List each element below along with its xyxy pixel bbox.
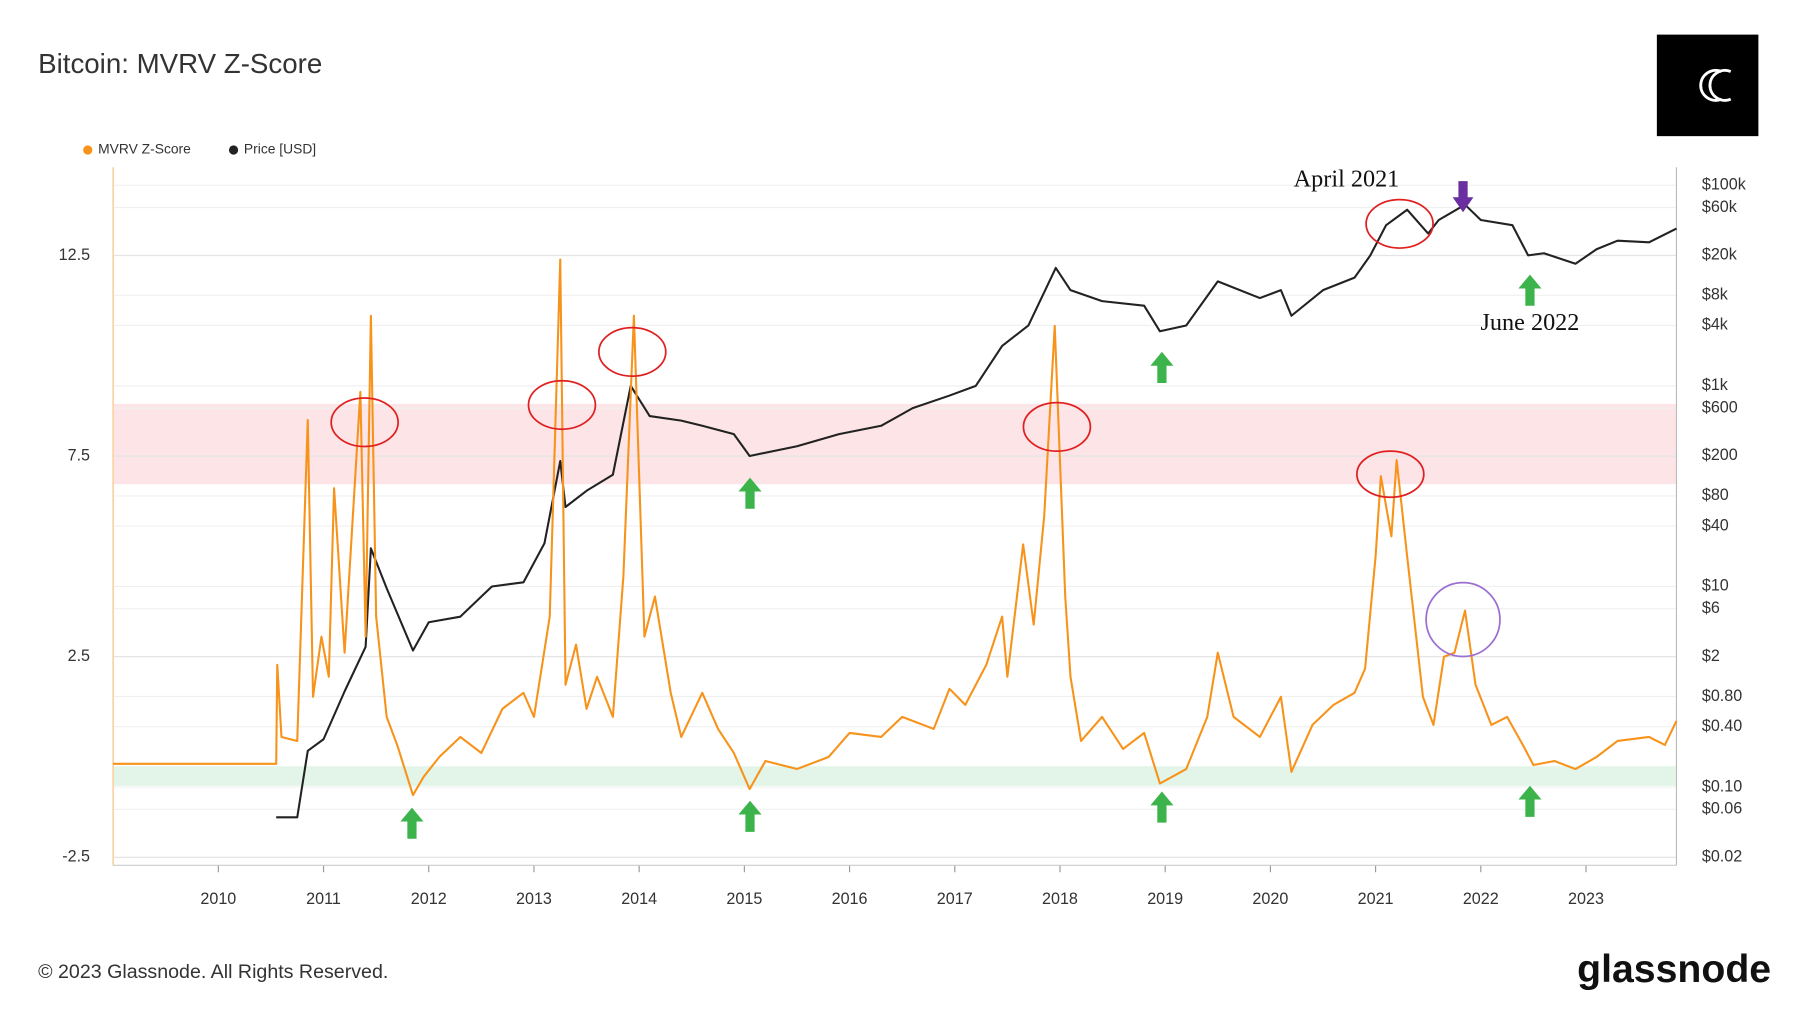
annotation: April 2021	[1294, 166, 1400, 193]
y-tick-label: 2.5	[68, 647, 90, 665]
y2-tick-label: $200	[1702, 446, 1738, 464]
y2-tick-label: $600	[1702, 398, 1738, 416]
x-tick-label: 2014	[621, 890, 657, 908]
decorations	[330, 198, 1501, 658]
x-tick-label: 2023	[1568, 890, 1604, 908]
legend-label: Price [USD]	[244, 141, 316, 157]
y2-tick-label: $1k	[1702, 376, 1729, 394]
footer: © 2023 Glassnode. All Rights Reserved.	[38, 961, 388, 983]
y-tick-label: -2.5	[62, 848, 90, 866]
y2-tick-label: $0.06	[1702, 800, 1742, 818]
y2-tick-label: $60k	[1702, 198, 1738, 216]
logo	[1656, 34, 1759, 137]
x-tick-label: 2015	[726, 890, 762, 908]
x-tick-label: 2016	[832, 890, 868, 908]
y2-tick-label: $6	[1702, 599, 1720, 617]
y2-tick-label: $4k	[1702, 316, 1729, 334]
y2-tick-label: $0.02	[1702, 847, 1742, 865]
y2-tick-label: $0.10	[1702, 777, 1742, 795]
x-tick-label: 2013	[516, 890, 552, 908]
y2-tick-label: $8k	[1702, 286, 1729, 304]
arrows	[400, 181, 1542, 839]
band	[113, 766, 1677, 786]
x-tick-label: 2021	[1358, 890, 1394, 908]
y-tick-label: 12.5	[59, 246, 90, 264]
y2-tick-label: $100k	[1702, 176, 1747, 194]
plot	[113, 203, 1678, 819]
series-line	[276, 203, 1677, 819]
x-tick-label: 2018	[1042, 890, 1078, 908]
plot-area	[112, 167, 1678, 873]
chart-title: Bitcoin: MVRV Z-Score	[38, 48, 322, 79]
legend-marker	[83, 145, 93, 155]
x-tick-label: 2022	[1463, 890, 1499, 908]
brand: glassnode	[1577, 947, 1771, 991]
y2-tick-label: $40	[1702, 516, 1729, 534]
x-tick-label: 2019	[1147, 890, 1183, 908]
y2-tick-label: $2	[1702, 647, 1720, 665]
x-tick-label: 2012	[411, 890, 447, 908]
x-tick-label: 2017	[937, 890, 973, 908]
legend-marker	[228, 145, 239, 155]
legend-label: MVRV Z-Score	[98, 141, 191, 157]
series-line	[113, 258, 1678, 797]
y2-tick-label: $0.40	[1702, 717, 1742, 735]
y2-tick-label: $20k	[1702, 246, 1738, 264]
x-tick-label: 2020	[1252, 890, 1288, 908]
y-tick-label: 7.5	[68, 446, 90, 464]
annotation: June 2022	[1481, 309, 1580, 336]
y2-tick-label: $0.80	[1702, 687, 1742, 705]
x-tick-label: 2010	[200, 890, 236, 908]
y2-tick-label: $80	[1702, 486, 1729, 504]
y2-tick-label: $10	[1702, 577, 1729, 595]
x-tick-label: 2011	[306, 890, 341, 908]
